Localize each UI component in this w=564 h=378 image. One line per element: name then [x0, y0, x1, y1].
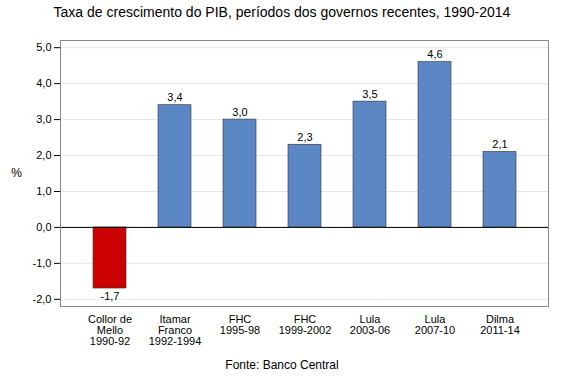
svg-text:3,0: 3,0 [36, 113, 51, 125]
svg-text:%: % [11, 166, 22, 180]
svg-text:0,0: 0,0 [36, 221, 51, 233]
svg-text:3,5: 3,5 [362, 88, 377, 100]
svg-text:5,0: 5,0 [36, 41, 51, 53]
svg-text:Lula2003-06: Lula2003-06 [350, 313, 390, 336]
svg-text:-2,0: -2,0 [33, 293, 52, 305]
svg-text:FHC1999-2002: FHC1999-2002 [279, 313, 332, 336]
svg-text:4,0: 4,0 [36, 77, 51, 89]
svg-text:2,3: 2,3 [297, 131, 312, 143]
svg-text:Dilma2011-14: Dilma2011-14 [480, 313, 520, 336]
svg-text:ItamarFranco1992-1994: ItamarFranco1992-1994 [149, 313, 202, 347]
svg-text:-1,7: -1,7 [101, 290, 120, 302]
svg-text:4,6: 4,6 [427, 48, 442, 60]
svg-text:1,0: 1,0 [36, 185, 51, 197]
svg-text:-1,0: -1,0 [33, 257, 52, 269]
svg-text:3,0: 3,0 [232, 106, 247, 118]
svg-text:2,1: 2,1 [492, 138, 507, 150]
svg-text:2,0: 2,0 [36, 149, 51, 161]
html-text:Fonte: Banco Central: Fonte: Banco Central [225, 358, 339, 372]
svg-text:Collor deMello1990-92: Collor deMello1990-92 [88, 313, 132, 347]
svg-text:3,4: 3,4 [167, 91, 182, 103]
svg-text:Lula2007-10: Lula2007-10 [415, 313, 455, 336]
svg-text:FHC1995-98: FHC1995-98 [220, 313, 260, 336]
html-text:Taxa de crescimento do PIB, pe: Taxa de crescimento do PIB, períodos dos… [53, 4, 511, 20]
